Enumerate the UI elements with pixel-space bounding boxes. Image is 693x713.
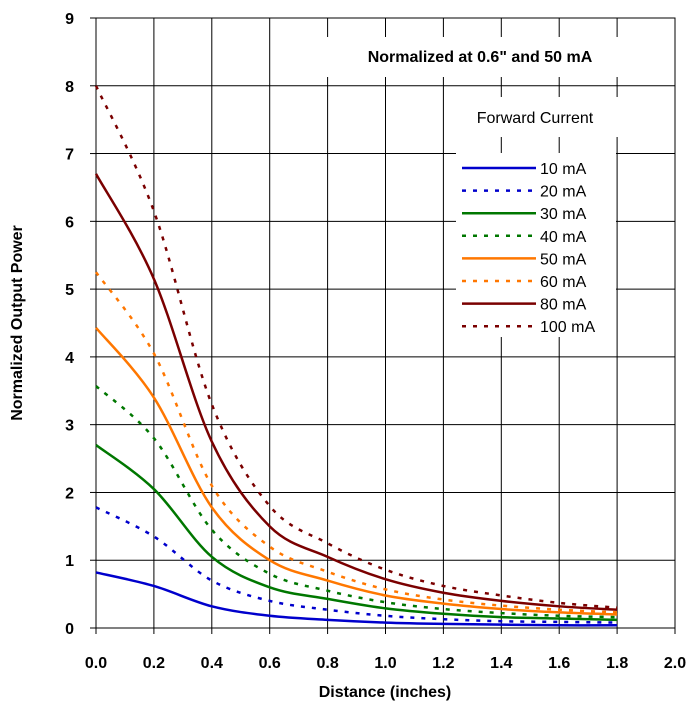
legend-label: 80 mA: [540, 297, 587, 314]
legend-title: Forward Current: [477, 110, 594, 127]
x-tick-label: 1.8: [606, 655, 628, 672]
legend-label: 10 mA: [540, 161, 587, 178]
legend-label: 40 mA: [540, 229, 587, 246]
y-tick-label: 2: [65, 485, 74, 502]
legend-label: 20 mA: [540, 184, 587, 201]
annotation-box: Normalized at 0.6" and 50 mA: [326, 37, 626, 77]
series-line-80-ma: [94, 173, 618, 611]
series-line-40-ma: [95, 385, 618, 619]
y-tick-label: 5: [65, 282, 74, 299]
legend: Forward Current 10 mA 20 mA 30 mA 40 mA 50 m…: [446, 97, 624, 337]
x-tick-label: 0.2: [143, 655, 165, 672]
legend-label: 100 mA: [540, 319, 595, 336]
legend-label: 60 mA: [540, 274, 587, 291]
series-line-30-ma: [95, 444, 618, 622]
y-tick-label: 6: [65, 214, 74, 231]
x-tick-label: 0.8: [316, 655, 338, 672]
y-tick-label: 3: [65, 418, 74, 435]
y-tick-label: 8: [65, 79, 74, 96]
series-line-50-ma: [95, 326, 618, 616]
y-tick-label: 9: [65, 11, 74, 28]
y-axis-title: Normalized Output Power: [9, 225, 26, 421]
x-tick-label: 1.2: [432, 655, 454, 672]
x-tick-label: 2.0: [664, 655, 686, 672]
series-line-10-ma: [95, 571, 618, 627]
legend-label: 30 mA: [540, 206, 587, 223]
y-tick-label: 4: [65, 350, 74, 367]
legend-items: 10 mA 20 mA 30 mA 40 mA 50 mA 60 mA 80 mA 100 m…: [462, 161, 595, 336]
annotation-text: Normalized at 0.6" and 50 mA: [368, 49, 593, 66]
legend-title-box: [446, 97, 624, 137]
y-tick-label: 7: [65, 147, 74, 164]
series-line-60-ma: [94, 271, 618, 614]
x-tick-label: 1.4: [490, 655, 512, 672]
x-tick-label: 0.0: [85, 655, 107, 672]
y-axis-ticks: 0 1 2 3 4 5 6 7 8 9: [65, 11, 96, 638]
x-tick-label: 0.4: [201, 655, 223, 672]
legend-box: [456, 153, 616, 337]
y-tick-label: 1: [65, 553, 74, 570]
data-series: [94, 85, 618, 627]
x-tick-label: 0.6: [259, 655, 281, 672]
x-axis-ticks: 0.0 0.2 0.4 0.6 0.8 1.0 1.2 1.4 1.6 1.8 2.0: [85, 628, 686, 672]
y-tick-label: 0: [65, 621, 74, 638]
x-tick-label: 1.6: [548, 655, 570, 672]
x-tick-label: 1.0: [374, 655, 396, 672]
x-axis-title: Distance (inches): [319, 684, 451, 701]
series-line-20-ma: [95, 506, 618, 624]
legend-label: 50 mA: [540, 251, 587, 268]
